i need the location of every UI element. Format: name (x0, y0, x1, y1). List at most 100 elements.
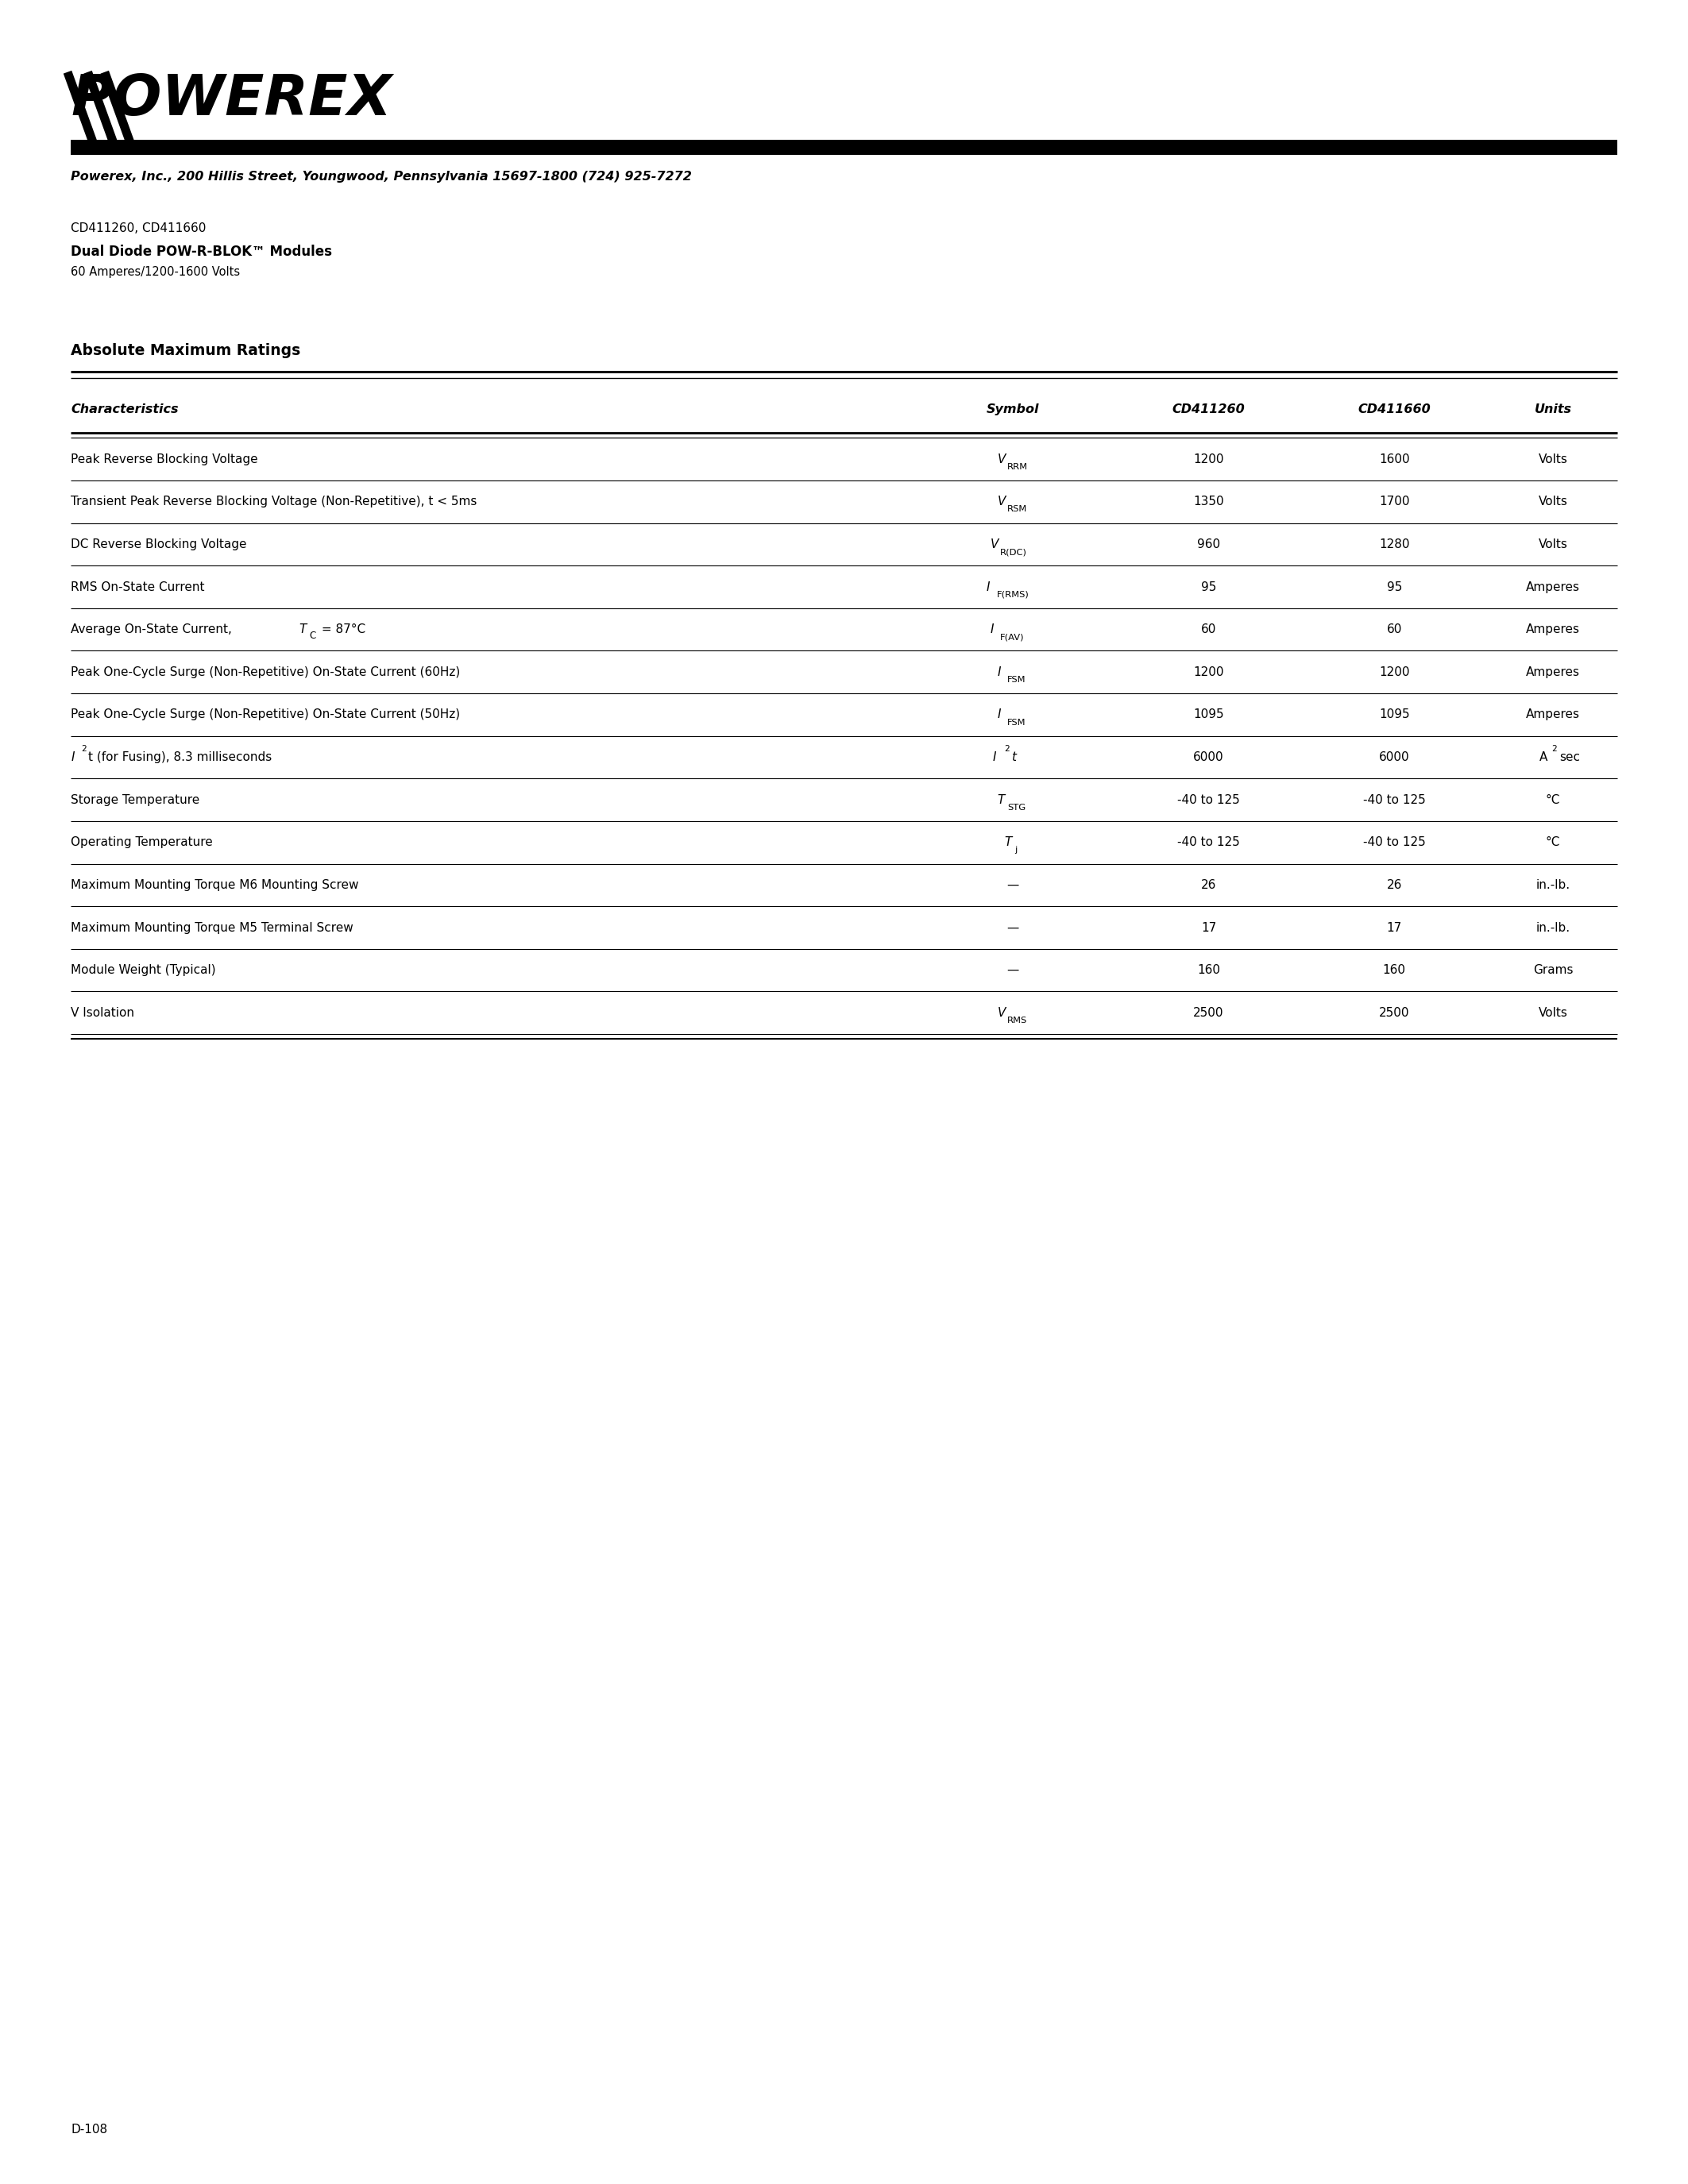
Text: —: — (1006, 965, 1020, 976)
Text: V: V (998, 1007, 1006, 1018)
Text: 95: 95 (1386, 581, 1403, 592)
Text: V: V (998, 496, 1006, 507)
Text: Amperes: Amperes (1526, 666, 1580, 677)
Text: —: — (1006, 922, 1020, 933)
Text: Characteristics: Characteristics (71, 404, 179, 415)
Text: V Isolation: V Isolation (71, 1007, 135, 1018)
Text: 1200: 1200 (1379, 666, 1409, 677)
Text: I: I (986, 581, 991, 592)
Text: -40 to 125: -40 to 125 (1362, 795, 1426, 806)
Text: F(AV): F(AV) (999, 633, 1025, 642)
Text: CD411260: CD411260 (1171, 404, 1246, 415)
Bar (71, 140, 1617, 155)
Text: FSM: FSM (1008, 675, 1026, 684)
Text: in.-lb.: in.-lb. (1536, 922, 1570, 933)
Text: V: V (991, 539, 998, 550)
Text: I: I (998, 710, 1001, 721)
Text: RMS: RMS (1008, 1016, 1026, 1024)
Text: 6000: 6000 (1193, 751, 1224, 762)
Text: RSM: RSM (1008, 505, 1026, 513)
Text: D-108: D-108 (71, 2125, 108, 2136)
Text: -40 to 125: -40 to 125 (1177, 795, 1241, 806)
Text: -40 to 125: -40 to 125 (1177, 836, 1241, 847)
Text: j: j (1014, 845, 1016, 854)
Text: A: A (1539, 751, 1548, 762)
Text: 60: 60 (1386, 625, 1403, 636)
Text: 1280: 1280 (1379, 539, 1409, 550)
Text: I: I (993, 751, 996, 762)
Text: Volts: Volts (1538, 454, 1568, 465)
Text: Volts: Volts (1538, 539, 1568, 550)
Text: Peak Reverse Blocking Voltage: Peak Reverse Blocking Voltage (71, 454, 258, 465)
Text: 1700: 1700 (1379, 496, 1409, 507)
Text: —: — (1006, 880, 1020, 891)
Text: T: T (998, 795, 1004, 806)
Text: Operating Temperature: Operating Temperature (71, 836, 213, 847)
Text: 160: 160 (1382, 965, 1406, 976)
Text: °C: °C (1546, 836, 1560, 847)
Text: t: t (1011, 751, 1016, 762)
Text: R(DC): R(DC) (999, 548, 1026, 557)
Text: Maximum Mounting Torque M6 Mounting Screw: Maximum Mounting Torque M6 Mounting Scre… (71, 880, 360, 891)
Text: 2: 2 (1004, 745, 1009, 753)
Text: 1095: 1095 (1379, 710, 1409, 721)
Text: 26: 26 (1386, 880, 1403, 891)
Text: Amperes: Amperes (1526, 625, 1580, 636)
Text: RMS On-State Current: RMS On-State Current (71, 581, 204, 592)
Text: 17: 17 (1200, 922, 1217, 933)
Text: Storage Temperature: Storage Temperature (71, 795, 199, 806)
Text: T: T (299, 625, 307, 636)
Text: C: C (309, 631, 316, 642)
Text: FSM: FSM (1008, 719, 1026, 727)
Text: -40 to 125: -40 to 125 (1362, 836, 1426, 847)
Text: POWEREX: POWEREX (71, 72, 392, 127)
Text: I: I (991, 625, 994, 636)
Text: STG: STG (1008, 804, 1025, 812)
Text: V: V (998, 454, 1006, 465)
Text: Volts: Volts (1538, 496, 1568, 507)
Text: 2500: 2500 (1193, 1007, 1224, 1018)
Text: Grams: Grams (1533, 965, 1573, 976)
Text: 1095: 1095 (1193, 710, 1224, 721)
Text: 95: 95 (1200, 581, 1217, 592)
Text: Volts: Volts (1538, 1007, 1568, 1018)
Text: Amperes: Amperes (1526, 581, 1580, 592)
Text: Module Weight (Typical): Module Weight (Typical) (71, 965, 216, 976)
Text: I: I (998, 666, 1001, 677)
Text: 60: 60 (1200, 625, 1217, 636)
Text: 960: 960 (1197, 539, 1220, 550)
Text: 1200: 1200 (1193, 454, 1224, 465)
Text: 60 Amperes/1200-1600 Volts: 60 Amperes/1200-1600 Volts (71, 266, 240, 277)
Text: Powerex, Inc., 200 Hillis Street, Youngwood, Pennsylvania 15697-1800 (724) 925-7: Powerex, Inc., 200 Hillis Street, Youngw… (71, 170, 692, 181)
Text: Dual Diode POW-R-BLOK™ Modules: Dual Diode POW-R-BLOK™ Modules (71, 245, 333, 260)
Text: CD411260, CD411660: CD411260, CD411660 (71, 223, 206, 234)
Text: 1200: 1200 (1193, 666, 1224, 677)
Text: CD411660: CD411660 (1357, 404, 1431, 415)
Text: °C: °C (1546, 795, 1560, 806)
Text: Peak One-Cycle Surge (Non-Repetitive) On-State Current (50Hz): Peak One-Cycle Surge (Non-Repetitive) On… (71, 710, 461, 721)
Text: 1600: 1600 (1379, 454, 1409, 465)
Text: Maximum Mounting Torque M5 Terminal Screw: Maximum Mounting Torque M5 Terminal Scre… (71, 922, 353, 933)
Text: T: T (1004, 836, 1011, 847)
Text: Units: Units (1534, 404, 1572, 415)
Text: 6000: 6000 (1379, 751, 1409, 762)
Text: = 87°C: = 87°C (317, 625, 365, 636)
Text: Symbol: Symbol (986, 404, 1040, 415)
Text: 160: 160 (1197, 965, 1220, 976)
Text: 17: 17 (1386, 922, 1403, 933)
Text: Average On-State Current,: Average On-State Current, (71, 625, 236, 636)
Text: sec: sec (1560, 751, 1580, 762)
Text: I: I (71, 751, 74, 762)
Text: Absolute Maximum Ratings: Absolute Maximum Ratings (71, 343, 300, 358)
Text: DC Reverse Blocking Voltage: DC Reverse Blocking Voltage (71, 539, 246, 550)
Text: Peak One-Cycle Surge (Non-Repetitive) On-State Current (60Hz): Peak One-Cycle Surge (Non-Repetitive) On… (71, 666, 461, 677)
Text: in.-lb.: in.-lb. (1536, 880, 1570, 891)
Text: Amperes: Amperes (1526, 710, 1580, 721)
Text: F(RMS): F(RMS) (996, 590, 1030, 598)
Text: 26: 26 (1200, 880, 1217, 891)
Text: 2: 2 (81, 745, 86, 753)
Text: t (for Fusing), 8.3 milliseconds: t (for Fusing), 8.3 milliseconds (88, 751, 272, 762)
Text: 1350: 1350 (1193, 496, 1224, 507)
Text: 2500: 2500 (1379, 1007, 1409, 1018)
Text: Transient Peak Reverse Blocking Voltage (Non-Repetitive), t < 5ms: Transient Peak Reverse Blocking Voltage … (71, 496, 478, 507)
